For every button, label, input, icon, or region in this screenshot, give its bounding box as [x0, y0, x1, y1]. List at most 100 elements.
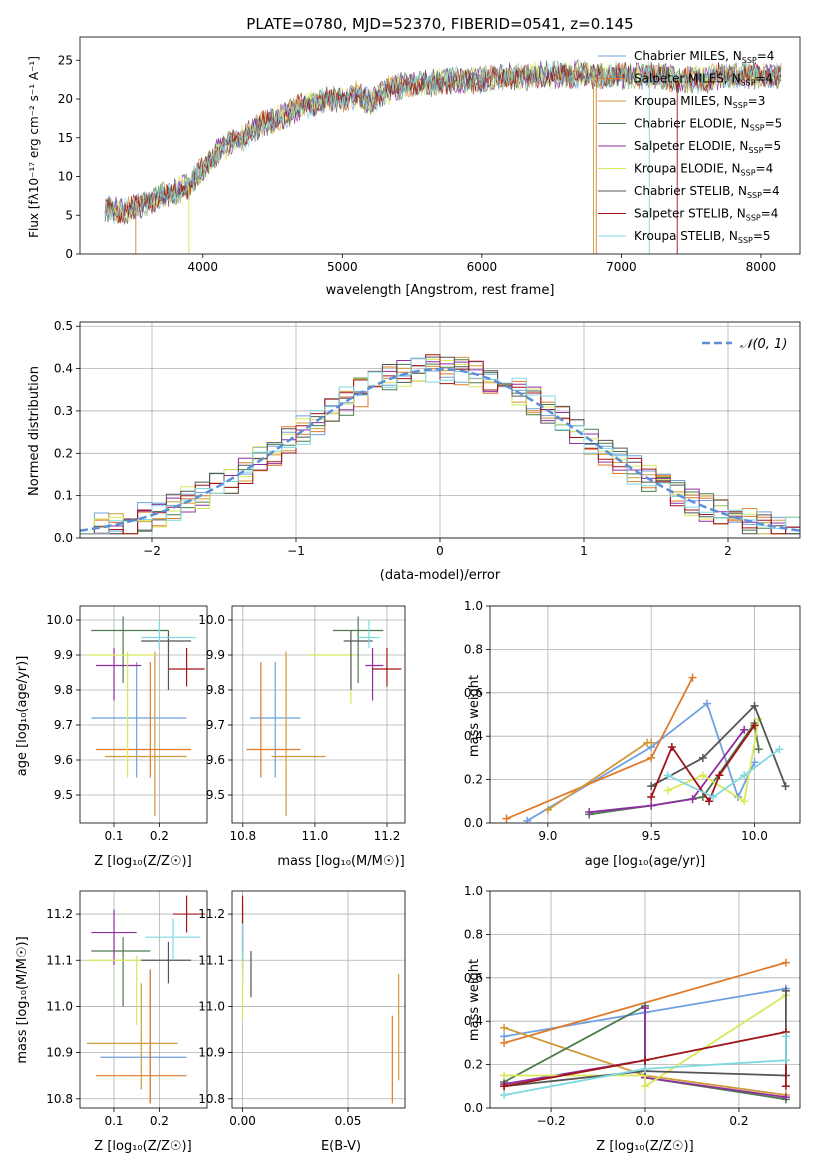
- y-tick-label: 9.5: [54, 788, 73, 802]
- point-marker-stelib_kroupa: [781, 1056, 790, 1065]
- y-tick-label: 11.2: [198, 907, 225, 921]
- y-tick-label: 0.2: [464, 1058, 483, 1072]
- axes-age_vs_mass: 10.8 11.0 11.2 9.5 9.6 9.7 9.8 9.9 10.0: [198, 606, 405, 843]
- axes-age_vs_Z: 0.1 0.2 9.5 9.6 9.7 9.8 9.9 10.0: [46, 606, 207, 843]
- x-tick-label: 0.05: [335, 1114, 362, 1128]
- errorbars-age_vs_mass: [246, 616, 402, 816]
- x-tick-label: −1: [287, 544, 305, 558]
- y-tick-label: 25: [58, 53, 73, 67]
- x-tick-label: −2: [143, 544, 161, 558]
- point-marker-elodie_salpeter: [641, 1004, 649, 1013]
- y-tick-label: 11.0: [198, 999, 225, 1013]
- point-marker-elodie_kroupa: [740, 797, 749, 806]
- point-marker-elodie_kroupa: [500, 1071, 509, 1080]
- x-tick-label: 0.2: [729, 1114, 748, 1128]
- point-marker-miles_salpeter: [781, 958, 790, 967]
- series-line-elodie_kroupa: [504, 994, 787, 1088]
- series-line-stelib_chabrier: [650, 704, 787, 787]
- spectrum-xlabel: wavelength [Angstrom, rest frame]: [326, 283, 555, 298]
- point-marker-stelib_salpeter: [500, 1082, 509, 1091]
- point-marker-elodie_salpeter: [647, 801, 656, 810]
- y-tick-label: 10.8: [198, 1092, 225, 1106]
- axes-frame: [79, 321, 801, 539]
- point-marker-stelib_salpeter: [705, 797, 714, 806]
- age-mass-xlabel: mass [log₁₀(M/M☉)]: [277, 854, 404, 869]
- x-tick-label: 8000: [746, 260, 777, 274]
- x-tick-label: 2: [724, 544, 732, 558]
- x-tick-label: 1: [580, 544, 588, 558]
- point-marker-stelib_chabrier: [781, 782, 790, 791]
- x-tick-label: 11.2: [374, 829, 401, 843]
- point-marker-stelib_salpeter: [781, 1082, 790, 1091]
- y-tick-label: 0.8: [464, 927, 483, 941]
- point-marker-stelib_salpeter: [667, 743, 676, 752]
- point-marker-stelib_salpeter: [641, 1056, 649, 1065]
- point-marker-stelib_salpeter: [647, 792, 656, 801]
- y-tick-label: 0.4: [54, 362, 73, 376]
- legend-label: Kroupa STELIB, NSSP=5: [634, 229, 771, 245]
- spectrum-title: PLATE=0780, MJD=52370, FIBERID=0541, z=0…: [246, 15, 633, 33]
- point-marker-stelib_kroupa: [775, 745, 784, 754]
- x-tick-label: 4000: [188, 260, 219, 274]
- point-marker-elodie_salpeter: [688, 795, 697, 804]
- point-marker-elodie_kroupa: [641, 1082, 649, 1091]
- normal-curve: [80, 367, 800, 532]
- point-marker-stelib_kroupa: [641, 1064, 649, 1073]
- x-tick-label: 0.0: [635, 1114, 654, 1128]
- point-marker-miles_chabrier: [523, 816, 532, 823]
- residual-histograms: [80, 354, 800, 538]
- point-marker-elodie_kroupa: [663, 786, 672, 795]
- y-tick-label: 1.0: [464, 599, 483, 613]
- point-marker-stelib_chabrier: [698, 753, 707, 762]
- series-line-elodie_salpeter: [589, 729, 745, 813]
- errorbars-mass_vs_Z: [86, 895, 205, 1104]
- mass-z-ylabel: mass [log₁₀(M/M☉)]: [15, 936, 30, 1063]
- axes-frame: [231, 605, 406, 824]
- axes-frame: [489, 890, 801, 1109]
- y-tick-label: 0.0: [464, 816, 483, 830]
- point-marker-miles_salpeter: [500, 1038, 509, 1047]
- point-marker-stelib_chabrier: [647, 782, 656, 791]
- point-marker-elodie_kroupa: [698, 771, 707, 780]
- series-line-miles_kroupa: [547, 741, 652, 811]
- spectrum-lines: [104, 58, 782, 254]
- point-marker-miles_chabrier: [703, 699, 711, 708]
- y-tick-label: 11.0: [46, 999, 73, 1013]
- y-tick-label: 20: [58, 92, 73, 106]
- x-tick-label: 7000: [606, 260, 637, 274]
- mass-ebv-xlabel: E(B-V): [321, 1139, 361, 1154]
- legend-label: Chabrier STELIB, NSSP=4: [634, 184, 780, 200]
- axes-frame: [231, 890, 406, 1109]
- series-line-stelib_kroupa: [503, 1036, 787, 1096]
- histogram-stelib_kroupa: [80, 357, 800, 538]
- legend-label: Salpeter MILES, NSSP=4: [634, 72, 773, 88]
- axes-frame: [79, 605, 208, 824]
- y-tick-label: 15: [58, 131, 73, 145]
- y-tick-label: 9.6: [206, 753, 225, 767]
- legend-label: 𝒩(0, 1): [740, 337, 787, 352]
- point-marker-stelib_salpeter: [750, 721, 759, 730]
- y-tick-label: 10.0: [46, 613, 73, 627]
- spectrum-ylabel: Flux [fλ10⁻¹⁷ erg cm⁻² s⁻¹ A⁻¹]: [27, 56, 41, 238]
- point-marker-miles_kroupa: [500, 1023, 509, 1032]
- spectrum-series-elodie_salpeter: [104, 60, 782, 222]
- lines-mass_weight_vs_age: [502, 673, 790, 823]
- y-tick-label: 0.4: [464, 729, 483, 743]
- x-tick-label: 0.1: [104, 1114, 123, 1128]
- y-tick-label: 10: [58, 170, 73, 184]
- legend-label: Kroupa ELODIE, NSSP=4: [634, 162, 773, 178]
- spectrum-series-stelib_kroupa: [104, 60, 782, 224]
- x-tick-label: 9.0: [538, 829, 557, 843]
- point-marker-elodie_salpeter: [781, 1093, 790, 1102]
- legend-label: Chabrier MILES, NSSP=4: [634, 49, 774, 65]
- point-marker-stelib_chabrier: [750, 701, 759, 710]
- y-tick-label: 9.7: [206, 718, 225, 732]
- point-marker-stelib_kroupa: [709, 792, 718, 801]
- y-tick-label: 11.2: [46, 907, 73, 921]
- x-tick-label: 9.5: [642, 829, 661, 843]
- point-marker-miles_salpeter: [647, 753, 656, 762]
- residuals-xlabel: (data-model)/error: [380, 568, 501, 583]
- y-tick-label: 0.6: [464, 971, 483, 985]
- y-tick-label: 0.1: [54, 489, 73, 503]
